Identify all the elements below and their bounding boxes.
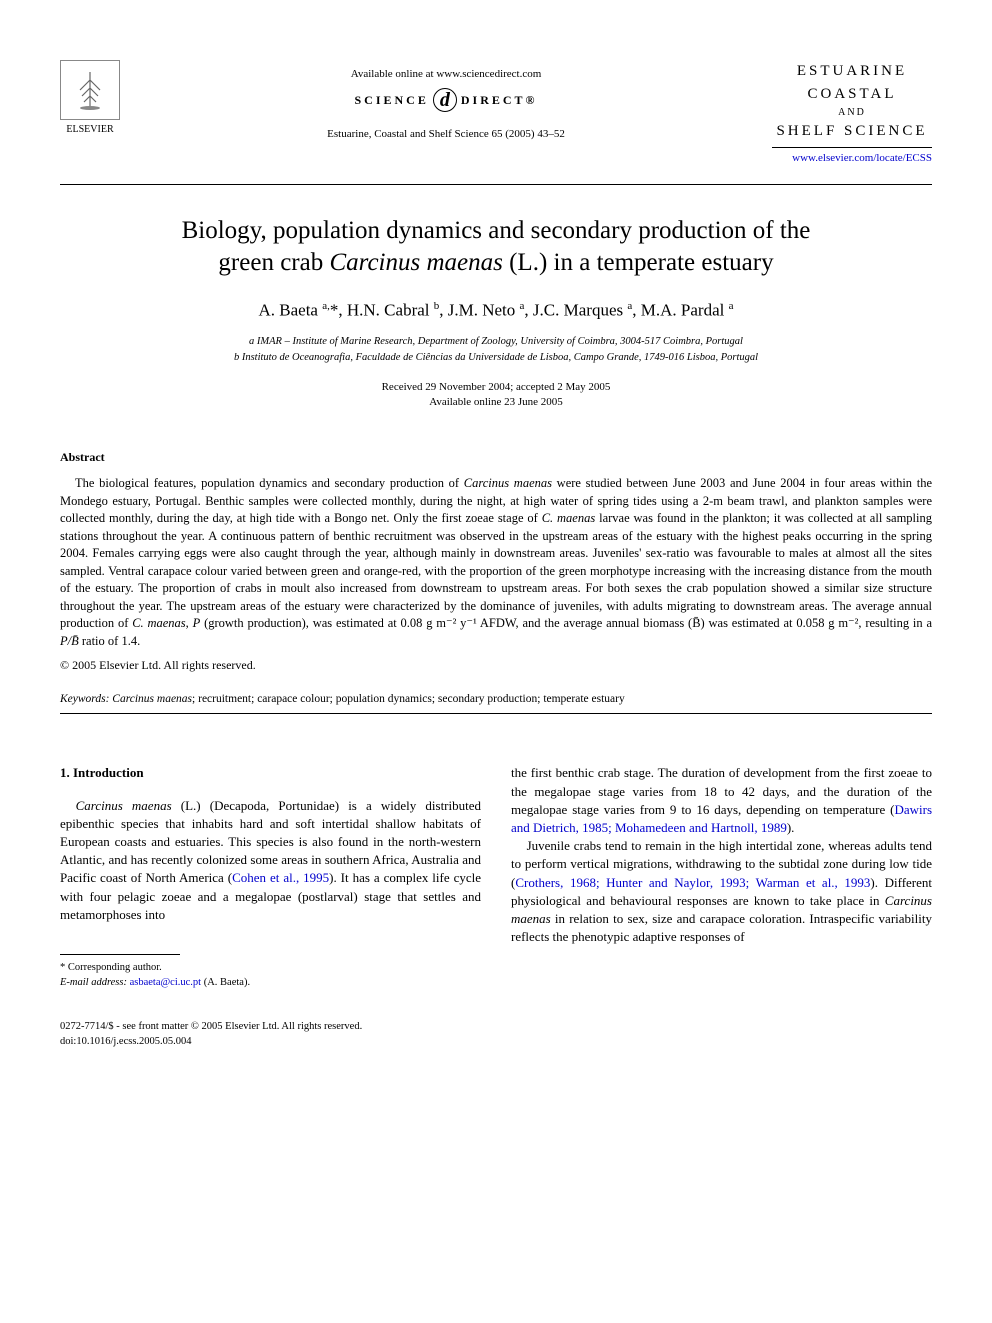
- affiliation-b: b Instituto de Oceanografia, Faculdade d…: [60, 350, 932, 366]
- center-header: Available online at www.sciencedirect.co…: [120, 60, 772, 140]
- email-line: E-mail address: asbaeta@ci.uc.pt (A. Bae…: [60, 976, 481, 991]
- footer: 0272-7714/$ - see front matter © 2005 El…: [60, 1020, 932, 1049]
- footnote: * Corresponding author. E-mail address: …: [60, 961, 481, 990]
- intro-text-2b: ).: [787, 820, 795, 835]
- abstract-heading: Abstract: [60, 450, 932, 465]
- copyright: © 2005 Elsevier Ltd. All rights reserved…: [60, 658, 932, 673]
- elsevier-logo: ELSEVIER: [60, 60, 120, 135]
- abstract-species-2: C. maenas: [542, 511, 596, 525]
- journal-logo-line4: SHELF SCIENCE: [772, 120, 932, 143]
- intro-heading: 1. Introduction: [60, 764, 481, 782]
- abstract-text-0: The biological features, population dyna…: [75, 476, 464, 490]
- abstract-var-pb: P/B̄: [60, 634, 79, 648]
- intro-para-2: Juvenile crabs tend to remain in the hig…: [511, 837, 932, 946]
- date-online: Available online 23 June 2005: [60, 395, 932, 410]
- sciencedirect-left: SCIENCE: [355, 93, 429, 108]
- corresponding-author: * Corresponding author.: [60, 961, 481, 976]
- journal-logo: ESTUARINE COASTAL AND SHELF SCIENCE: [772, 60, 932, 148]
- sciencedirect-right: DIRECT®: [461, 93, 538, 108]
- citation-crothers[interactable]: Crothers, 1968; Hunter and Naylor, 1993;…: [515, 875, 870, 890]
- sciencedirect-at-icon: d: [433, 88, 457, 112]
- title-line2-post: (L.) in a temperate estuary: [503, 249, 774, 276]
- authors: A. Baeta a,*, H.N. Cabral b, J.M. Neto a…: [60, 300, 932, 321]
- abstract-species-3: C. maenas: [132, 616, 185, 630]
- affiliation-a: a IMAR – Institute of Marine Research, D…: [60, 334, 932, 350]
- keywords: Keywords: Carcinus maenas; recruitment; …: [60, 693, 932, 705]
- header-divider: [60, 184, 932, 185]
- abstract-species-1: Carcinus maenas: [464, 476, 552, 490]
- abstract-text-8: (growth production), was estimated at 0.…: [200, 616, 932, 630]
- keywords-label: Keywords:: [60, 693, 109, 705]
- keywords-rest: ; recruitment; carapace colour; populati…: [192, 693, 625, 705]
- footer-line1: 0272-7714/$ - see front matter © 2005 El…: [60, 1020, 932, 1035]
- abstract-body: The biological features, population dyna…: [60, 475, 932, 650]
- affiliations: a IMAR – Institute of Marine Research, D…: [60, 334, 932, 366]
- journal-link[interactable]: www.elsevier.com/locate/ECSS: [772, 152, 932, 164]
- date-received: Received 29 November 2004; accepted 2 Ma…: [60, 380, 932, 395]
- intro-para-1-cont: the first benthic crab stage. The durati…: [511, 764, 932, 837]
- keywords-species: Carcinus maenas: [112, 693, 192, 705]
- intro-text-3c: in relation to sex, size and carapace co…: [511, 911, 932, 944]
- available-online-text: Available online at www.sciencedirect.co…: [120, 68, 772, 80]
- title-line1: Biology, population dynamics and seconda…: [182, 217, 811, 244]
- header-row: ELSEVIER Available online at www.science…: [60, 60, 932, 164]
- footnote-divider: [60, 954, 180, 955]
- journal-logo-line3: AND: [772, 105, 932, 120]
- journal-reference: Estuarine, Coastal and Shelf Science 65 …: [120, 128, 772, 140]
- article-dates: Received 29 November 2004; accepted 2 Ma…: [60, 380, 932, 411]
- abstract-text-6: ,: [186, 616, 193, 630]
- left-column: 1. Introduction Carcinus maenas (L.) (De…: [60, 764, 481, 990]
- abstract-text-4: larvae was found in the plankton; it was…: [60, 511, 932, 630]
- article-title: Biology, population dynamics and seconda…: [60, 215, 932, 280]
- email-label: E-mail address:: [60, 977, 127, 988]
- body-columns: 1. Introduction Carcinus maenas (L.) (De…: [60, 764, 932, 990]
- journal-logo-block: ESTUARINE COASTAL AND SHELF SCIENCE www.…: [772, 60, 932, 164]
- elsevier-tree-icon: [60, 60, 120, 120]
- right-column: the first benthic crab stage. The durati…: [511, 764, 932, 990]
- email-address[interactable]: asbaeta@ci.uc.pt: [130, 977, 201, 988]
- intro-text-2a: the first benthic crab stage. The durati…: [511, 765, 932, 816]
- abstract-text-10: ratio of 1.4.: [79, 634, 140, 648]
- keywords-divider: [60, 713, 932, 714]
- elsevier-label: ELSEVIER: [66, 124, 113, 135]
- journal-logo-line2: COASTAL: [772, 83, 932, 106]
- title-line2-pre: green crab: [218, 249, 329, 276]
- footer-doi: doi:10.1016/j.ecss.2005.05.004: [60, 1035, 932, 1050]
- email-post: (A. Baeta).: [201, 977, 250, 988]
- intro-para-1: Carcinus maenas (L.) (Decapoda, Portunid…: [60, 797, 481, 924]
- journal-logo-line1: ESTUARINE: [772, 60, 932, 83]
- title-species: Carcinus maenas: [329, 249, 502, 276]
- citation-cohen[interactable]: Cohen et al., 1995: [232, 870, 329, 885]
- intro-species-1: Carcinus maenas: [76, 798, 172, 813]
- sciencedirect-logo: SCIENCE d DIRECT®: [120, 88, 772, 112]
